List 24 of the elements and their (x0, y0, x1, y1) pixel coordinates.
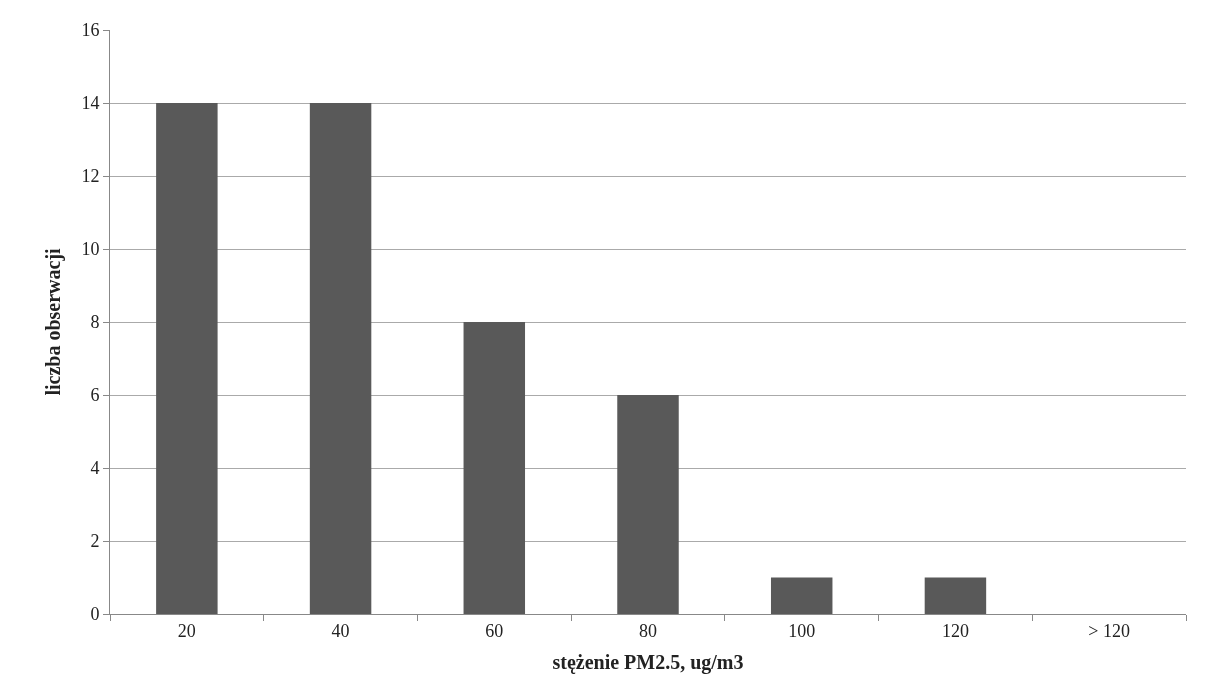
x-axis-title: stężenie PM2.5, ug/m3 (552, 651, 744, 675)
bar (463, 322, 526, 614)
y-tick-label: 16 (81, 20, 100, 41)
bar (924, 577, 987, 614)
y-tick-label: 6 (90, 385, 100, 406)
x-tick-label: 20 (177, 620, 196, 641)
bar (770, 577, 833, 614)
y-tick-label: 12 (81, 166, 100, 187)
y-axis-title: liczba obserwacji (41, 247, 65, 396)
x-tick-label: 80 (639, 620, 657, 641)
y-tick-label: 2 (90, 531, 100, 552)
y-tick-label: 14 (81, 93, 100, 114)
x-tick-label: 100 (788, 620, 816, 641)
x-tick-label: 60 (485, 620, 504, 641)
y-tick-label: 4 (90, 458, 100, 479)
bar (156, 103, 218, 614)
y-tick-label: 10 (81, 239, 100, 260)
x-tick-label: 120 (941, 620, 969, 641)
y-tick-label: 0 (90, 604, 100, 625)
bar (309, 103, 372, 614)
bar (617, 395, 679, 614)
y-tick-label: 8 (90, 312, 100, 333)
x-tick-label: > 120 (1088, 620, 1130, 641)
x-tick-label: 40 (331, 620, 350, 641)
